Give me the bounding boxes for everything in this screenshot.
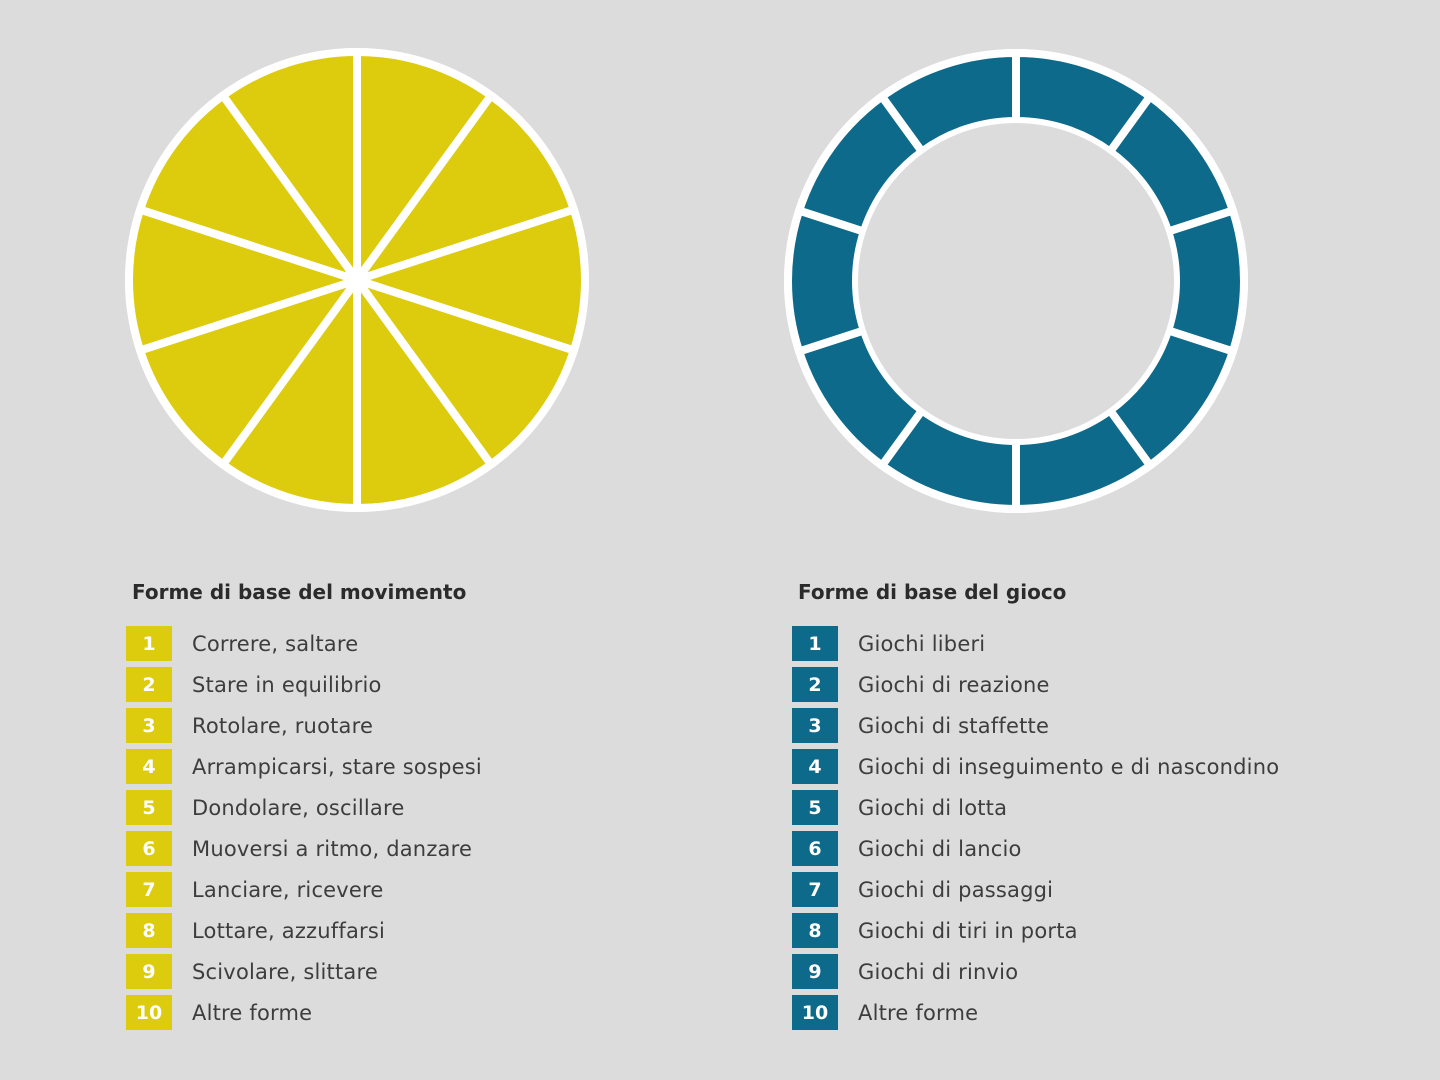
legend-number-badge: 8 bbox=[792, 913, 838, 948]
legend-number-badge: 9 bbox=[792, 954, 838, 989]
legend-label: Giochi di lancio bbox=[858, 836, 1022, 861]
legend-item: 6 Giochi di lancio bbox=[792, 828, 1279, 869]
legend-item: 5 Giochi di lotta bbox=[792, 787, 1279, 828]
legend-number-badge: 7 bbox=[126, 872, 172, 907]
donut-segment-10 bbox=[877, 49, 1020, 156]
legend-number-badge: 4 bbox=[792, 749, 838, 784]
legend-number-badge: 5 bbox=[126, 790, 172, 825]
legend-label: Giochi di inseguimento e di nascondino bbox=[858, 754, 1280, 779]
legend-item: 3 Rotolare, ruotare bbox=[126, 705, 482, 746]
legend-number-badge: 6 bbox=[792, 831, 838, 866]
pie-slice-10 bbox=[218, 48, 361, 284]
legend-number-badge: 9 bbox=[126, 954, 172, 989]
pie-slice-4 bbox=[353, 276, 578, 469]
movement-pie bbox=[125, 48, 589, 512]
legend-item: 1 Correre, saltare bbox=[126, 623, 482, 664]
legend-number-badge: 1 bbox=[126, 626, 172, 661]
legend-item: 4 Giochi di inseguimento e di nascondino bbox=[792, 746, 1279, 787]
legend-number-badge: 10 bbox=[126, 995, 172, 1030]
game-legend-list: 1 Giochi liberi 2 Giochi di reazione 3 Giochi… bbox=[792, 623, 1279, 1033]
legend-label: Giochi di passaggi bbox=[858, 877, 1054, 902]
charts-area bbox=[125, 48, 1248, 513]
legend-number-badge: 3 bbox=[792, 708, 838, 743]
legend-number-badge: 6 bbox=[126, 831, 172, 866]
legend-item: 10 Altre forme bbox=[126, 992, 482, 1033]
legend-item: 8 Lottare, azzuffarsi bbox=[126, 910, 482, 951]
legend-number-badge: 1 bbox=[792, 626, 838, 661]
game-legend: Forme di base del gioco 1 Giochi liberi 2 G… bbox=[792, 576, 1279, 1033]
legend-item: 8 Giochi di tiri in porta bbox=[792, 910, 1279, 951]
legend-item: 9 Giochi di rinvio bbox=[792, 951, 1279, 992]
legend-label: Rotolare, ruotare bbox=[192, 713, 374, 738]
legend-number-badge: 2 bbox=[792, 667, 838, 702]
pie-slice-8 bbox=[125, 205, 361, 355]
legend-label: Giochi di staffette bbox=[858, 713, 1050, 738]
pie-slice-9 bbox=[136, 91, 361, 284]
legend-number-badge: 3 bbox=[126, 708, 172, 743]
legend-item: 4 Arrampicarsi, stare sospesi bbox=[126, 746, 482, 787]
pie-slice-2 bbox=[353, 91, 578, 284]
pie-slice-3 bbox=[353, 205, 589, 355]
legend-item: 3 Giochi di staffette bbox=[792, 705, 1279, 746]
legend-label: Correre, saltare bbox=[192, 631, 359, 656]
movement-legend-list: 1 Correre, saltare 2 Stare in equilibrio 3 Ro… bbox=[126, 623, 482, 1033]
legend-label: Dondolare, oscillare bbox=[192, 795, 405, 820]
legend-label: Giochi di lotta bbox=[858, 795, 1008, 820]
legend-label: Giochi di rinvio bbox=[858, 959, 1019, 984]
legend-label: Muoversi a ritmo, danzare bbox=[192, 836, 473, 861]
legend-label: Giochi di tiri in porta bbox=[858, 918, 1078, 943]
legend-label: Stare in equilibrio bbox=[192, 672, 382, 697]
legend-label: Lottare, azzuffarsi bbox=[192, 918, 386, 943]
legend-number-badge: 2 bbox=[126, 667, 172, 702]
movement-legend: Forme di base del movimento 1 Correre, sa… bbox=[126, 576, 482, 1033]
legend-label: Altre forme bbox=[192, 1000, 313, 1025]
legend-number-badge: 5 bbox=[792, 790, 838, 825]
legend-item: 7 Lanciare, ricevere bbox=[126, 869, 482, 910]
movement-legend-title: Forme di base del movimento bbox=[132, 580, 467, 604]
legend-item: 2 Giochi di reazione bbox=[792, 664, 1279, 705]
legend-item: 9 Scivolare, slittare bbox=[126, 951, 482, 992]
legend-label: Giochi di reazione bbox=[858, 672, 1050, 697]
legend-label: Scivolare, slittare bbox=[192, 959, 378, 984]
legend-number-badge: 8 bbox=[126, 913, 172, 948]
legend-label: Lanciare, ricevere bbox=[192, 877, 384, 902]
pie-slice-1 bbox=[353, 48, 496, 284]
pie-slice-6 bbox=[218, 276, 361, 512]
legend-item: 10 Altre forme bbox=[792, 992, 1279, 1033]
legend-label: Giochi liberi bbox=[858, 631, 986, 656]
legend-item: 6 Muoversi a ritmo, danzare bbox=[126, 828, 482, 869]
pie-slice-5 bbox=[353, 276, 496, 512]
legend-label: Altre forme bbox=[858, 1000, 979, 1025]
pie-slice-7 bbox=[136, 276, 361, 469]
legend-label: Arrampicarsi, stare sospesi bbox=[192, 754, 482, 779]
legend-item: 7 Giochi di passaggi bbox=[792, 869, 1279, 910]
legend-item: 5 Dondolare, oscillare bbox=[126, 787, 482, 828]
legend-item: 2 Stare in equilibrio bbox=[126, 664, 482, 705]
legend-number-badge: 10 bbox=[792, 995, 838, 1030]
game-donut bbox=[784, 49, 1248, 513]
legend-number-badge: 4 bbox=[126, 749, 172, 784]
game-legend-title: Forme di base del gioco bbox=[798, 580, 1067, 604]
legend-item: 1 Giochi liberi bbox=[792, 623, 1279, 664]
legend-number-badge: 7 bbox=[792, 872, 838, 907]
donut-hole bbox=[858, 123, 1174, 439]
